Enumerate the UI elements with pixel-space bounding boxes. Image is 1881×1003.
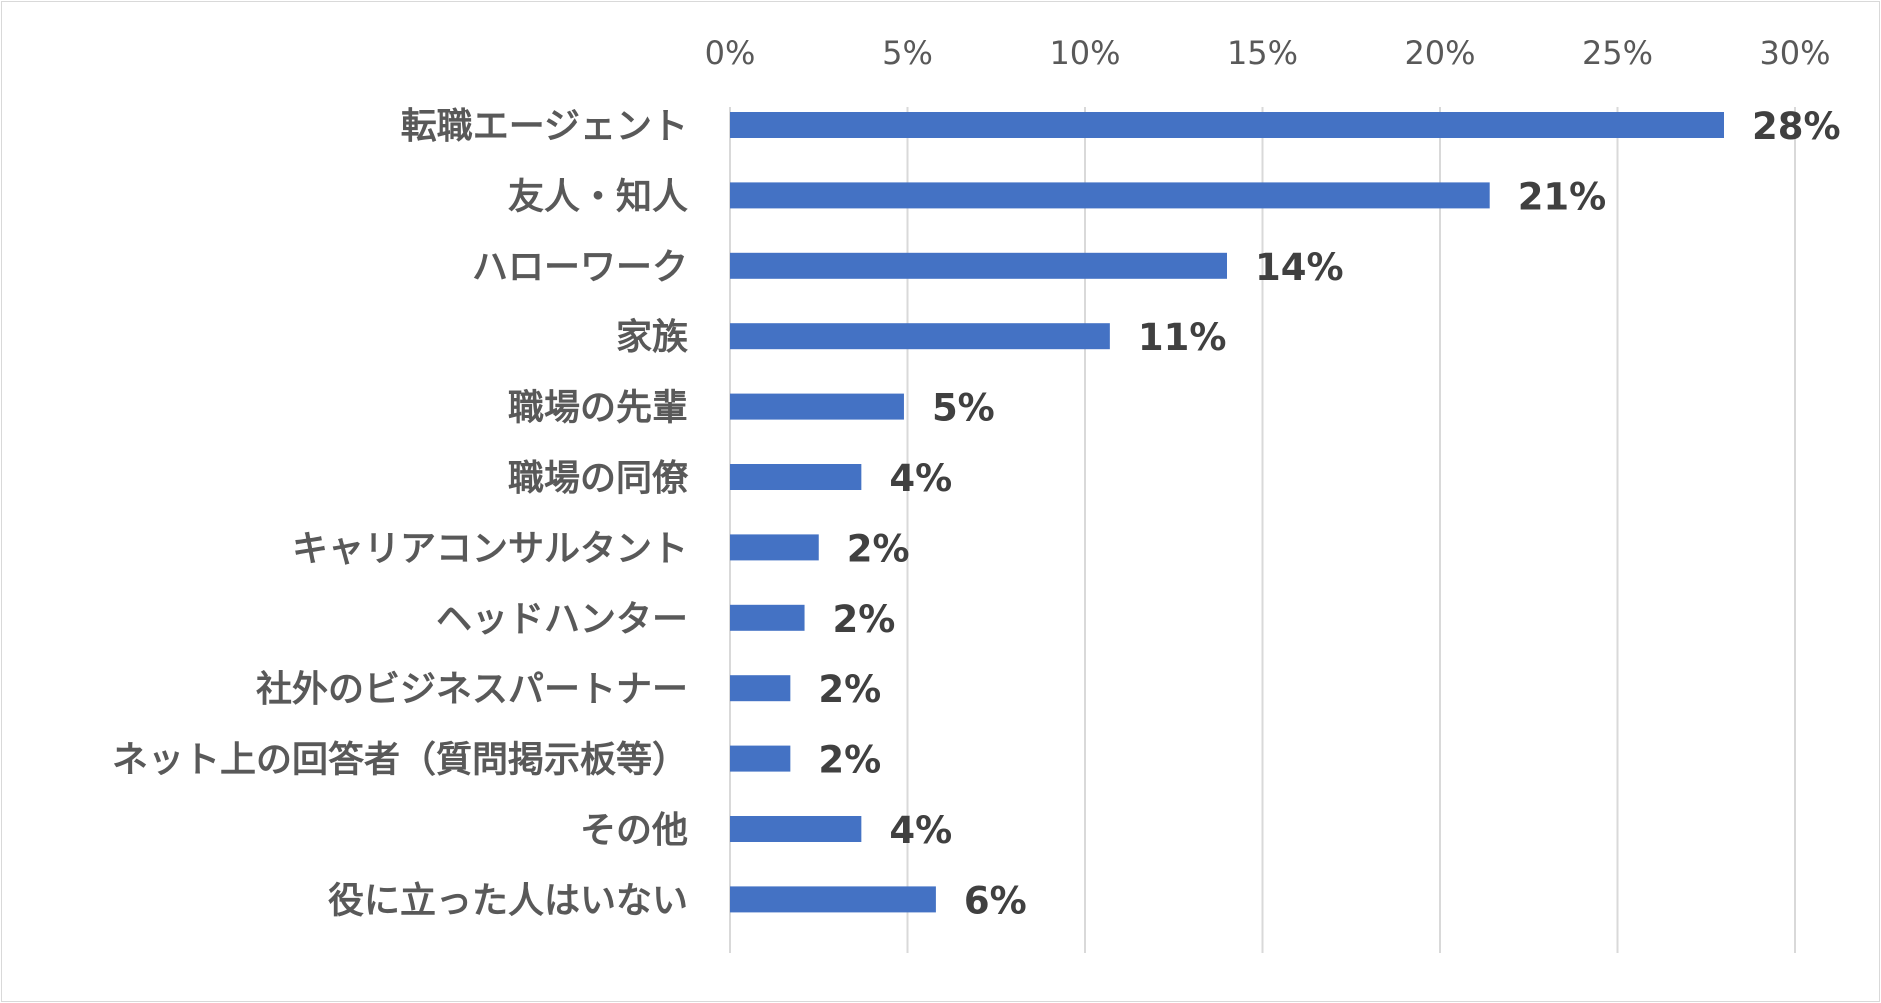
category-label: 職場の先輩 [508, 388, 688, 429]
x-tick-label: 5% [882, 34, 933, 72]
bar [730, 886, 936, 913]
category-label: 役に立った人はいない [328, 880, 688, 921]
bar [730, 816, 862, 842]
x-tick-label: 30% [1759, 34, 1830, 72]
bars [730, 112, 1724, 913]
x-tick-label: 25% [1582, 34, 1653, 72]
data-label: 4% [889, 809, 952, 852]
data-label: 2% [818, 668, 881, 711]
category-label: 転職エージェント [401, 106, 688, 147]
data-label: 6% [964, 879, 1027, 922]
bar [730, 252, 1227, 279]
bar [730, 745, 791, 772]
data-label: 2% [833, 598, 896, 641]
data-label: 14% [1255, 246, 1344, 289]
bar [730, 112, 1724, 138]
bar [730, 534, 819, 561]
bar [730, 675, 791, 702]
data-label: 28% [1752, 105, 1841, 148]
x-tick-label: 10% [1049, 34, 1120, 72]
category-label: キャリアコンサルタント [292, 528, 688, 569]
data-label: 2% [847, 527, 910, 570]
bar [730, 393, 904, 420]
bar [730, 182, 1490, 209]
category-label: ヘッドハンター [436, 599, 688, 640]
bar [730, 464, 862, 490]
category-label: その他 [580, 810, 688, 851]
x-tick-label: 0% [705, 34, 756, 72]
x-axis-ticks: 0% 5% 10% 15% 20% 25% 30% [705, 34, 1831, 72]
category-label: 家族 [616, 317, 688, 358]
bar [730, 604, 805, 631]
bar [730, 323, 1110, 350]
category-label: ネット上の回答者（質問掲示板等） [112, 740, 688, 781]
data-label: 11% [1138, 316, 1227, 359]
category-label: 職場の同僚 [508, 458, 689, 499]
category-label: 友人・知人 [508, 176, 688, 217]
x-tick-label: 20% [1404, 34, 1475, 72]
gridlines [729, 107, 1796, 953]
data-labels: 28%21%14%11%5%4%2%2%2%2%4%6% [818, 105, 1840, 922]
category-label: 社外のビジネスパートナー [256, 669, 688, 710]
x-tick-label: 15% [1227, 34, 1298, 72]
category-label: ハローワーク [472, 247, 688, 288]
data-label: 5% [932, 387, 995, 430]
data-label: 4% [889, 457, 952, 500]
data-label: 21% [1518, 175, 1607, 218]
category-labels: 転職エージェント友人・知人ハローワーク家族職場の先輩職場の同僚キャリアコンサルタ… [112, 106, 689, 921]
data-label: 2% [818, 739, 881, 782]
